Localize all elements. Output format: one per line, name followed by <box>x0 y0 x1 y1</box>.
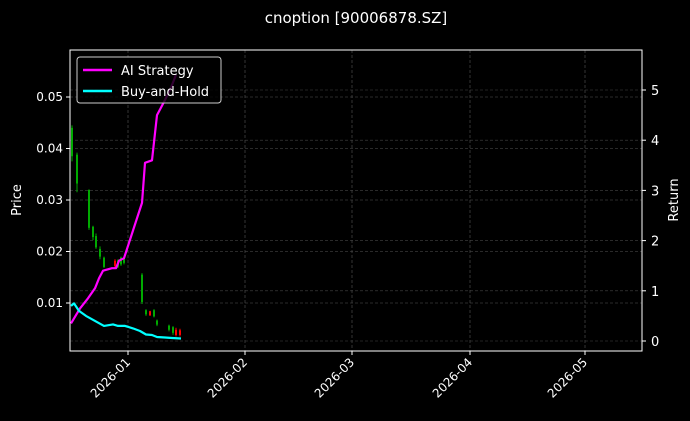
y-axis-right: 0 1 2 3 4 5 <box>642 84 659 350</box>
y-right-tick-label: 0 <box>651 335 659 350</box>
y-right-tick-label: 2 <box>651 235 659 250</box>
candle-body <box>76 154 78 184</box>
y-left-tick-label: 0.03 <box>36 193 63 207</box>
candle-body <box>168 325 170 330</box>
candle-body <box>92 226 94 238</box>
y-label-left: Price <box>10 184 25 216</box>
candle-body <box>71 127 73 157</box>
grid-lines <box>70 50 642 351</box>
y-left-tick-label: 0.05 <box>36 90 63 104</box>
legend: AI Strategy Buy-and-Hold <box>76 56 222 104</box>
y-label-right: Return <box>667 178 682 221</box>
candle-body <box>123 258 125 263</box>
y-right-tick-label: 4 <box>651 134 659 149</box>
candle-body <box>114 260 116 266</box>
series-line-ai-strategy <box>70 74 178 324</box>
candle-body <box>88 189 90 228</box>
return-lines <box>70 74 182 340</box>
y-right-tick-label: 3 <box>651 184 659 199</box>
candle-body <box>95 236 97 248</box>
chart-title: cnoption [90006878.SZ] <box>265 9 448 27</box>
series-line-buy-and-hold <box>70 302 182 340</box>
candle-body <box>149 311 151 316</box>
y-right-tick-label: 5 <box>651 84 659 99</box>
y-left-tick-label: 0.04 <box>36 142 63 156</box>
legend-label-ai-strategy: AI Strategy <box>121 64 194 79</box>
candle-body <box>120 257 122 265</box>
candle-body <box>172 327 174 333</box>
candle-body <box>175 329 177 335</box>
y-left-tick-label: 0.02 <box>36 245 63 259</box>
legend-box <box>76 56 222 104</box>
legend-label-buy-and-hold: Buy-and-Hold <box>121 85 209 100</box>
y-left-tick-label: 0.01 <box>36 296 63 310</box>
candle-body <box>99 248 101 257</box>
y-axis-left: 0.01 0.02 0.03 0.04 0.05 <box>36 90 70 310</box>
candle-body <box>145 310 147 315</box>
price-candles <box>71 125 181 337</box>
candle-body <box>179 330 181 335</box>
candle-body <box>103 257 105 267</box>
y-right-tick-label: 1 <box>651 285 659 300</box>
candle-body <box>156 320 158 325</box>
candle-body <box>141 274 143 302</box>
candle-body <box>153 310 155 317</box>
